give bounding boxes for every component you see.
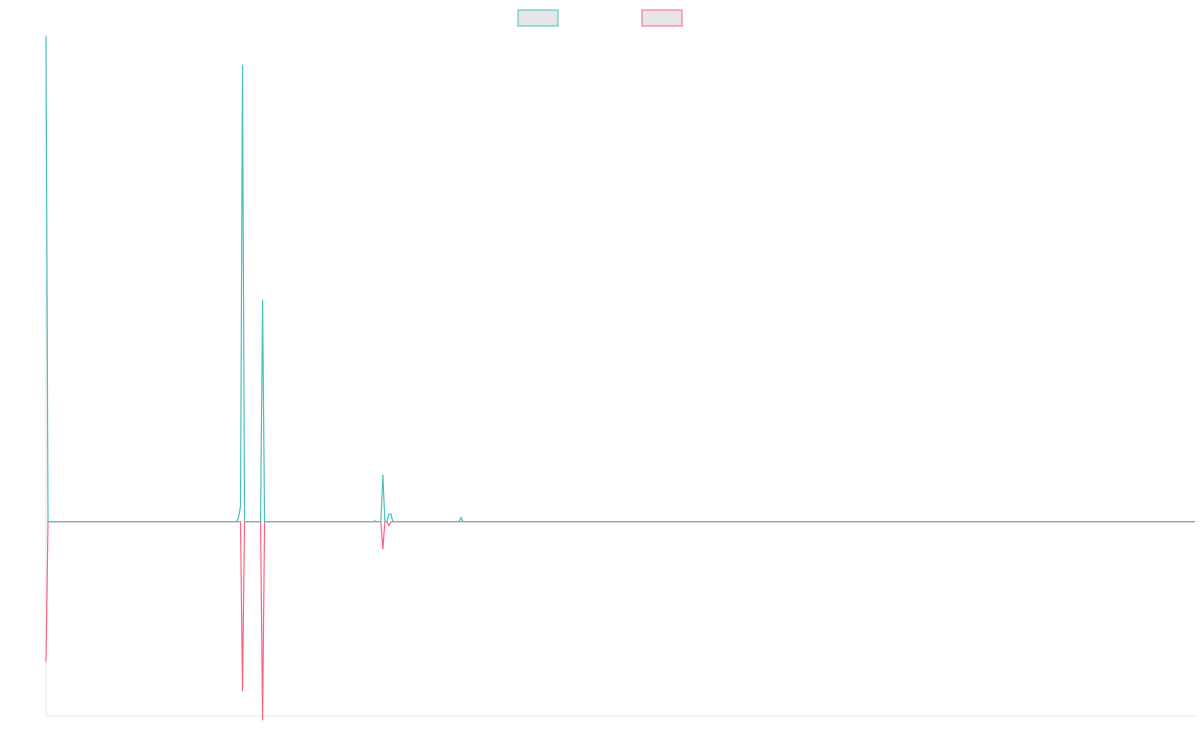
series-line-1 — [45, 35, 1195, 523]
axes — [45, 36, 1195, 717]
legend — [517, 9, 683, 27]
series-line-2 — [45, 521, 1195, 721]
series-lines — [45, 35, 1195, 721]
legend-swatch-1 — [517, 9, 559, 27]
legend-item-2[interactable] — [641, 9, 683, 27]
legend-swatch-2 — [641, 9, 683, 27]
legend-item-1[interactable] — [517, 9, 559, 27]
